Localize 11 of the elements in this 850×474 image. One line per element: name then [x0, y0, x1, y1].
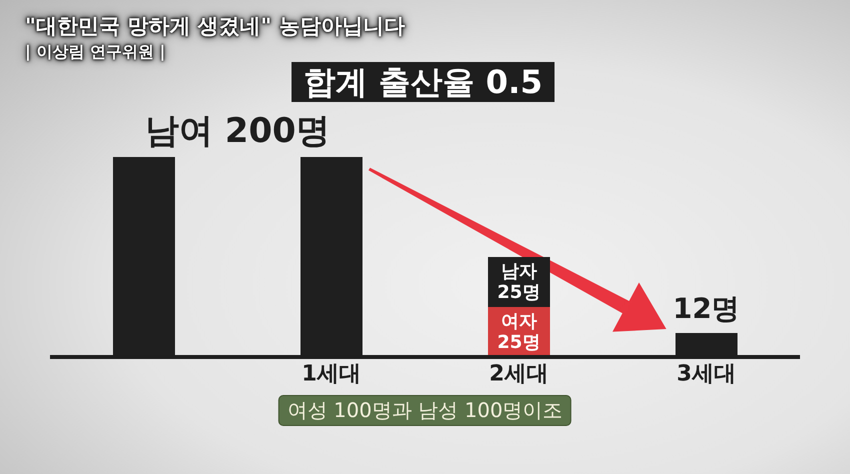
text: 남여 200명 — [145, 111, 330, 151]
data-label: 여자 25명 — [497, 311, 540, 353]
text: "대한민국 망하게 생겼네" 농담아닙니다 — [25, 14, 405, 38]
data-label: 12명 — [672, 292, 740, 325]
x-tick-label: 1세대 — [302, 362, 361, 387]
text: | 이상림 연구위원 | — [25, 42, 166, 61]
data-label: 남자 25명 — [497, 261, 540, 303]
text: 여성 100명과 남성 100명이조 — [287, 398, 563, 422]
x-tick-label: 2세대 — [489, 362, 548, 387]
x-tick-label: 3세대 — [676, 362, 736, 387]
chart-title: 합계 출산율 0.5 — [304, 63, 542, 101]
